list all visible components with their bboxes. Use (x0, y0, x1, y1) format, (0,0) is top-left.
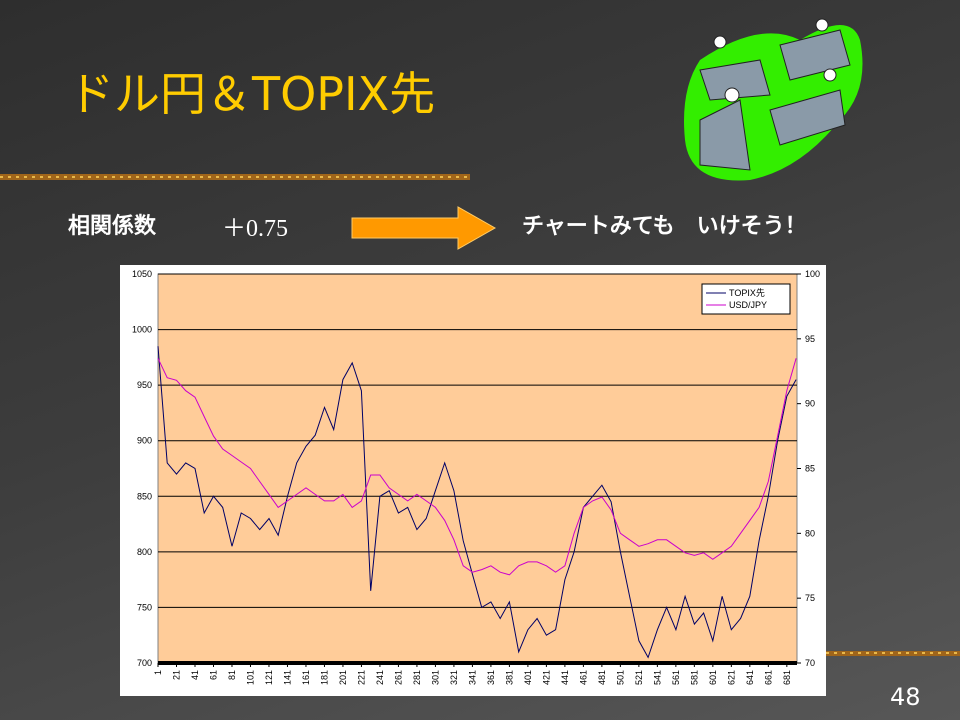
x-tick-label: 1 (153, 670, 163, 675)
x-tick-label: 61 (208, 670, 218, 680)
y2-tick-label: 70 (805, 658, 815, 668)
plot-area (157, 273, 798, 664)
x-tick-label: 121 (264, 670, 274, 685)
x-tick-label: 541 (652, 670, 662, 685)
decor (0, 18, 863, 181)
y-tick-label: 1000 (132, 325, 152, 335)
legend-label: USD/JPY (729, 300, 767, 310)
x-tick-label: 561 (671, 670, 681, 685)
x-tick-label: 421 (541, 670, 551, 685)
x-tick-label: 281 (412, 670, 422, 685)
x-tick-label: 521 (634, 670, 644, 685)
y-tick-label: 850 (137, 491, 152, 501)
corr-value: ＋0.75 (222, 216, 288, 242)
y2-tick-label: 75 (805, 593, 815, 603)
x-tick-label: 221 (356, 670, 366, 685)
corr-label: 相関係数 (68, 214, 157, 239)
x-tick-label: 441 (560, 670, 570, 685)
x-tick-label: 321 (449, 670, 459, 685)
page-number: 48 (890, 683, 921, 711)
x-tick-label: 21 (171, 670, 181, 680)
x-tick-label: 361 (486, 670, 496, 685)
legend-label: TOPIX先 (729, 287, 765, 298)
x-tick-label: 501 (615, 670, 625, 685)
clip-art (684, 18, 863, 181)
comment: チャートみても いけそう！ (522, 214, 807, 239)
x-tick-label: 141 (282, 670, 292, 685)
x-tick-label: 641 (745, 670, 755, 685)
x-tick-label: 581 (689, 670, 699, 685)
x-tick-label: 101 (245, 670, 255, 685)
y2-tick-label: 85 (805, 464, 815, 474)
y-tick-label: 1050 (132, 269, 152, 279)
divider (0, 174, 470, 180)
x-tick-label: 621 (726, 670, 736, 685)
x-tick-label: 201 (338, 670, 348, 685)
x-tick-label: 181 (319, 670, 329, 685)
x-tick-label: 341 (467, 670, 477, 685)
x-tick-label: 301 (430, 670, 440, 685)
x-tick-label: 681 (782, 670, 792, 685)
chart: 700 750 800 850 900 950 1000 1050 70 75 80 85 90 95 10… (120, 265, 826, 696)
arrow (351, 206, 497, 250)
x-tick-label: 381 (504, 670, 514, 685)
y2-tick-label: 100 (805, 269, 820, 279)
x-tick-label: 241 (375, 670, 385, 685)
y-tick-label: 700 (137, 658, 152, 668)
x-tick-label: 461 (578, 670, 588, 685)
x-tick-label: 41 (190, 670, 200, 680)
x-tick-label: 261 (393, 670, 403, 685)
x-tick-label: 601 (708, 670, 718, 685)
slide-title: ドル円＆TOPIX先 (68, 67, 436, 121)
x-tick-label: 161 (301, 670, 311, 685)
y-tick-label: 950 (137, 380, 152, 390)
x-tick-label: 401 (523, 670, 533, 685)
x-tick-label: 661 (763, 670, 773, 685)
y2-tick-label: 80 (805, 528, 815, 538)
y-tick-label: 900 (137, 436, 152, 446)
y2-tick-label: 95 (805, 334, 815, 344)
y2-tick-label: 90 (805, 399, 815, 409)
x-tick-label: 81 (227, 670, 237, 680)
legend-box (701, 283, 791, 315)
decor-bottom (826, 651, 960, 656)
y-tick-label: 750 (137, 602, 152, 612)
y-tick-label: 800 (137, 547, 152, 557)
series-line (157, 358, 797, 576)
x-tick-label: 481 (597, 670, 607, 685)
series-line (157, 346, 797, 659)
